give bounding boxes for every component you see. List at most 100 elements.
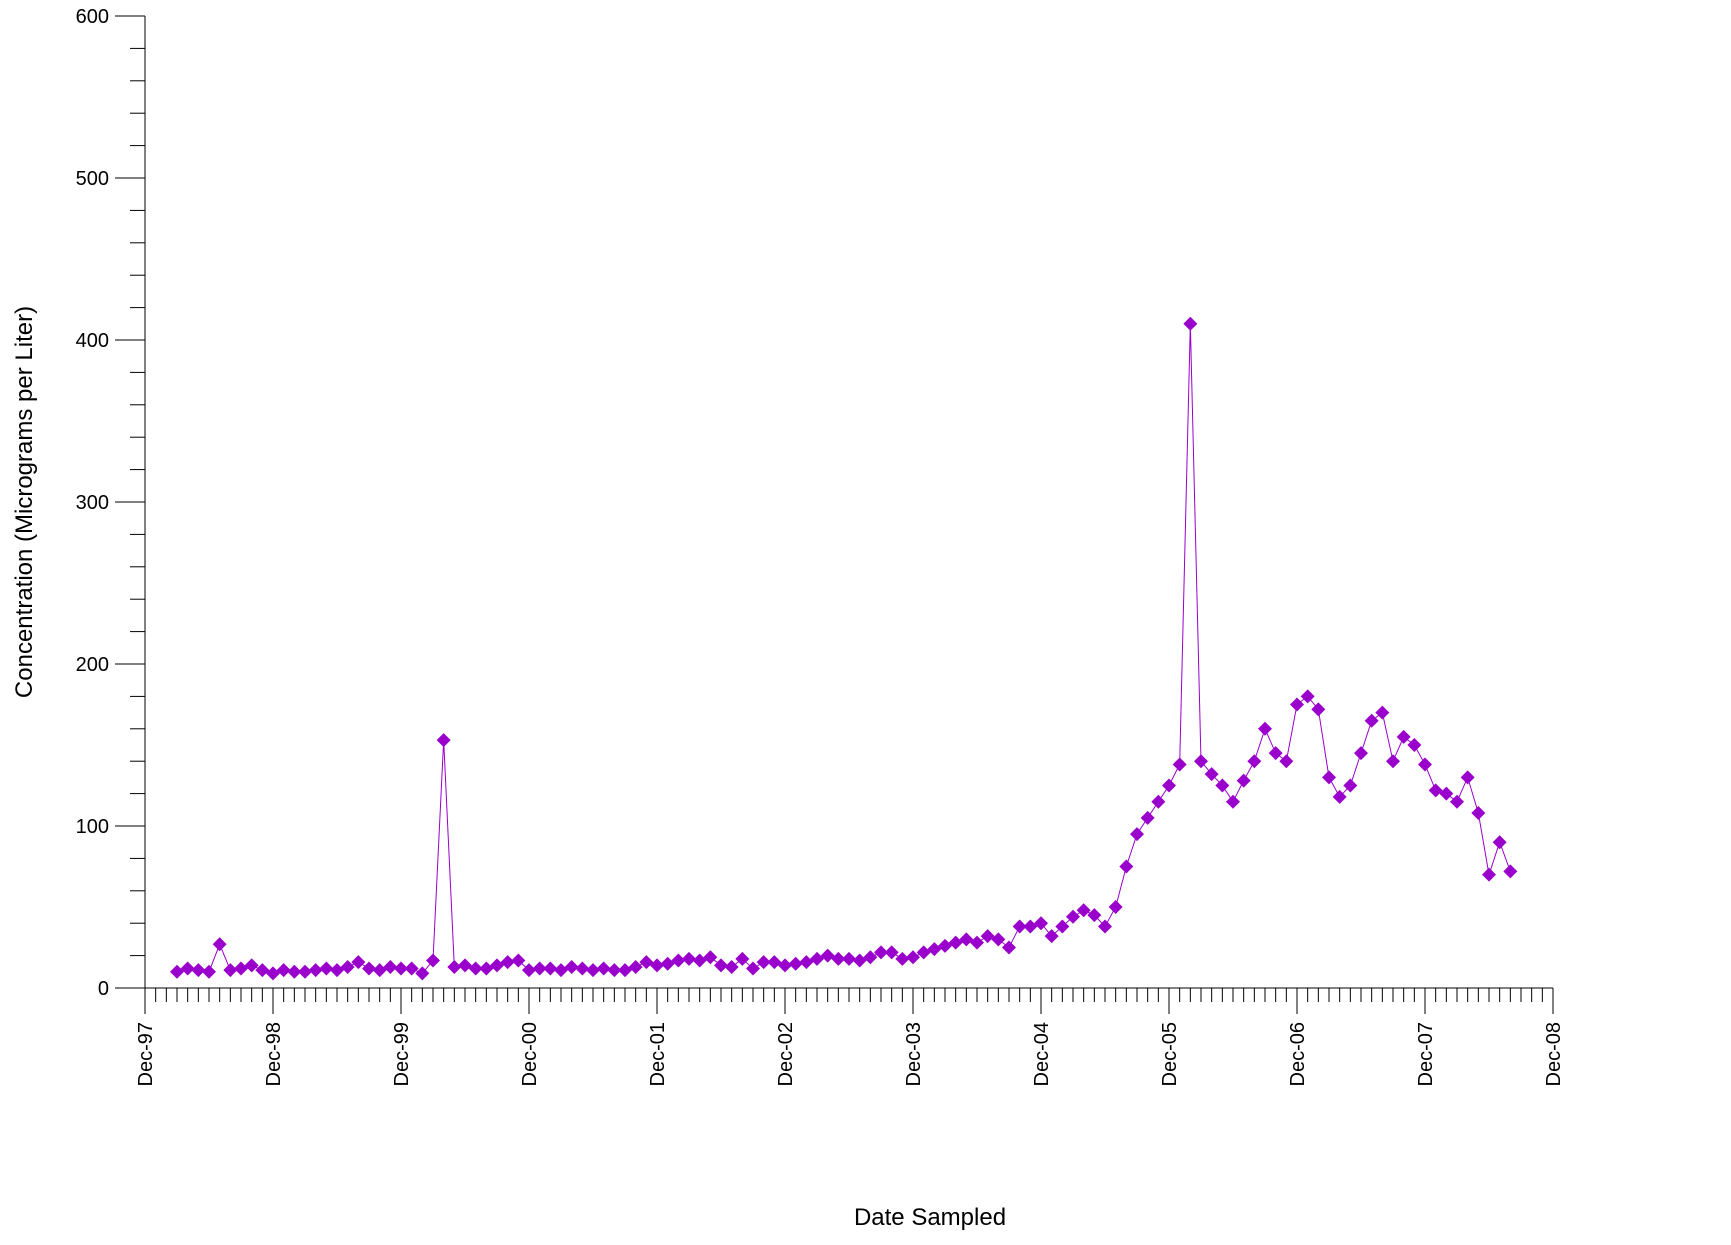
data-point	[895, 951, 910, 966]
data-point	[308, 963, 323, 978]
data-point	[1482, 867, 1496, 882]
x-tick-label: Dec-01	[647, 1022, 669, 1086]
data-point	[500, 955, 515, 970]
data-point	[1322, 770, 1336, 785]
y-tick-label: 500	[76, 168, 109, 190]
data-point	[1012, 919, 1027, 934]
data-point	[938, 938, 952, 953]
data-point	[468, 961, 483, 976]
data-point	[1087, 908, 1102, 923]
y-tick-label: 100	[76, 816, 109, 838]
data-line	[176, 323, 1511, 975]
data-point	[1460, 770, 1475, 785]
data-point	[490, 958, 504, 973]
data-point	[362, 961, 376, 976]
data-point	[1343, 778, 1358, 793]
data-point	[1428, 783, 1443, 798]
x-tick-label: Dec-07	[1415, 1022, 1437, 1086]
data-point	[714, 958, 728, 973]
data-point	[1311, 702, 1326, 717]
data-point	[1172, 757, 1187, 772]
data-point	[1492, 835, 1507, 850]
data-point	[1076, 903, 1091, 918]
data-point	[1183, 316, 1198, 331]
data-point	[1279, 754, 1294, 769]
data-point	[298, 964, 312, 979]
data-point	[415, 966, 430, 981]
data-point	[1247, 754, 1262, 769]
x-tick-label: Dec-03	[903, 1022, 925, 1086]
data-point	[383, 959, 398, 974]
data-point	[330, 963, 344, 978]
data-point	[650, 958, 664, 973]
data-point	[991, 932, 1006, 947]
data-point	[628, 959, 643, 974]
data-point	[266, 966, 280, 981]
data-point	[1204, 767, 1219, 782]
data-point	[618, 963, 632, 978]
x-tick-label: Dec-97	[135, 1022, 157, 1086]
data-point	[820, 948, 835, 963]
data-point	[554, 963, 568, 978]
data-point	[1066, 909, 1080, 924]
data-point	[596, 961, 611, 976]
data-point	[255, 963, 270, 978]
data-point	[180, 961, 195, 976]
data-point	[1108, 900, 1123, 914]
data-point	[639, 955, 654, 970]
data-point	[1236, 773, 1251, 788]
data-point	[1002, 940, 1016, 955]
data-point	[1396, 729, 1411, 744]
y-tick-label: 300	[76, 492, 109, 514]
x-axis-title: Date Sampled	[854, 1204, 1006, 1231]
data-point	[724, 959, 739, 974]
data-point	[1290, 697, 1304, 712]
data-point	[874, 945, 888, 960]
data-point	[799, 955, 814, 970]
data-point	[564, 959, 579, 974]
data-point	[1119, 859, 1134, 874]
data-point	[1471, 806, 1486, 821]
data-point	[1503, 864, 1518, 879]
data-point	[1386, 754, 1400, 769]
data-point	[394, 961, 408, 976]
data-point	[212, 937, 227, 952]
data-point	[788, 956, 803, 971]
data-point	[884, 945, 899, 960]
data-point	[1354, 746, 1368, 761]
data-point	[586, 963, 600, 978]
data-point	[202, 964, 216, 979]
data-point	[543, 961, 558, 976]
data-point	[756, 955, 771, 970]
y-tick-label: 600	[76, 6, 109, 28]
data-point	[479, 961, 494, 976]
y-tick-label: 0	[98, 978, 109, 1000]
data-point	[244, 958, 259, 973]
data-point	[1044, 929, 1059, 944]
data-point	[276, 963, 291, 978]
data-point	[682, 951, 696, 966]
data-point	[842, 951, 856, 966]
data-point	[660, 956, 675, 971]
data-point	[1300, 689, 1315, 704]
x-tick-label: Dec-99	[391, 1022, 413, 1086]
x-tick-label: Dec-00	[519, 1022, 541, 1086]
data-point	[671, 953, 686, 968]
data-point	[1439, 786, 1454, 801]
data-point	[223, 963, 238, 978]
data-point	[1258, 721, 1272, 736]
data-point	[1407, 738, 1422, 752]
data-point	[767, 955, 782, 970]
data-point	[234, 961, 248, 976]
data-point	[916, 945, 931, 960]
data-point	[522, 963, 536, 978]
data-point	[170, 964, 184, 979]
data-point	[970, 935, 984, 950]
data-point	[863, 950, 878, 965]
data-point	[351, 955, 366, 970]
data-point	[810, 951, 824, 966]
x-tick-label: Dec-02	[775, 1022, 797, 1086]
data-point	[831, 951, 846, 966]
data-point	[1364, 713, 1379, 728]
